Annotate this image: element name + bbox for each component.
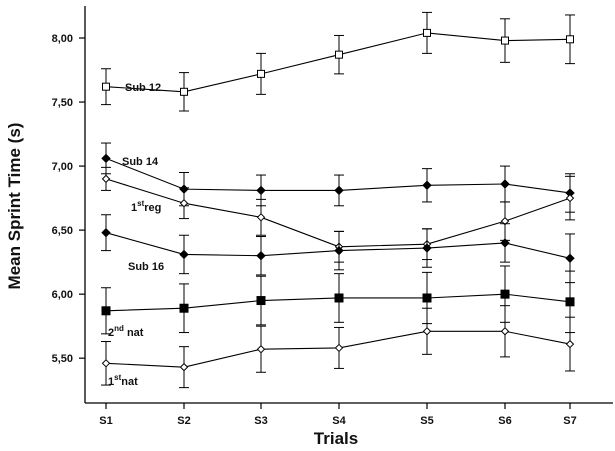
x-axis-title: Trials (314, 429, 358, 448)
data-point (500, 289, 510, 299)
x-tick-label: S7 (563, 415, 576, 427)
series-sub-12 (101, 11, 575, 112)
data-point (101, 359, 111, 368)
data-point (179, 249, 189, 260)
data-point (500, 179, 510, 189)
data-point (334, 293, 344, 303)
data-point (101, 227, 111, 238)
y-tick-label: 6,00 (52, 289, 73, 301)
series-label-sub-12: Sub 12 (125, 82, 161, 94)
data-point (565, 253, 575, 263)
data-point (101, 174, 111, 184)
series-2ndnat (101, 265, 575, 335)
data-point (102, 82, 110, 91)
x-axis-ticks: S1 S2 S3 S4 S5 S6 S7 (99, 403, 577, 427)
data-point (500, 327, 510, 336)
data-point (422, 327, 432, 336)
plot-area (101, 11, 575, 389)
series-label-1st-nat: 1stnat (108, 373, 138, 388)
data-point (256, 296, 266, 306)
axes (84, 6, 613, 404)
series-1stnat (101, 305, 575, 389)
data-point (180, 87, 188, 96)
data-point (334, 343, 344, 353)
data-point (566, 35, 574, 44)
data-point (101, 153, 111, 164)
series-sub-16 (101, 214, 575, 284)
data-point (565, 297, 575, 307)
x-tick-label: S5 (420, 415, 433, 427)
series-label-sub-16: Sub 16 (128, 261, 164, 273)
data-point (423, 28, 431, 37)
data-point (256, 185, 266, 196)
y-tick-label: 7,50 (52, 97, 73, 109)
data-point (256, 345, 266, 354)
series-label-1st-reg: 1streg (131, 199, 161, 214)
data-point (101, 306, 111, 316)
y-axis-title: Mean Sprint Time (s) (5, 123, 24, 290)
data-point (334, 185, 344, 196)
data-point (501, 36, 509, 45)
data-point (179, 303, 189, 313)
y-tick-label: 5,50 (52, 353, 73, 365)
series-label-sub-14: Sub 14 (122, 156, 159, 168)
data-point (335, 50, 343, 59)
x-tick-label: S6 (498, 415, 511, 427)
data-point (422, 243, 432, 253)
x-tick-label: S2 (177, 415, 190, 427)
data-point (179, 199, 189, 208)
data-point (334, 245, 344, 256)
y-tick-label: 6,50 (52, 225, 73, 237)
data-point (422, 180, 432, 190)
data-point (257, 69, 265, 78)
y-tick-label: 7,00 (52, 161, 73, 173)
x-tick-label: S1 (99, 415, 112, 427)
data-point (422, 293, 432, 303)
data-point (500, 238, 510, 248)
series-label-2nd-nat: 2nd nat (108, 324, 144, 339)
data-point (256, 213, 266, 222)
y-tick-label: 8,00 (52, 33, 73, 45)
x-tick-label: S3 (254, 415, 267, 427)
data-point (565, 193, 575, 203)
series-labels: Sub 12 Sub 14 1streg Sub 16 2nd nat 1stn… (108, 82, 164, 388)
data-point (179, 362, 189, 372)
data-point (565, 339, 575, 349)
x-tick-label: S4 (332, 415, 346, 427)
y-axis-ticks: 5,50 6,00 6,50 7,00 7,50 8,00 (52, 33, 85, 365)
data-point (256, 251, 266, 261)
